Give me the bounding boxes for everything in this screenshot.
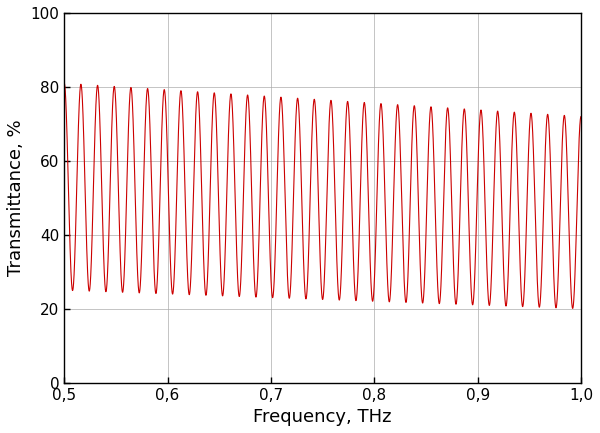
X-axis label: Frequency, THz: Frequency, THz [253, 408, 392, 426]
Y-axis label: Transmittance, %: Transmittance, % [7, 120, 25, 276]
